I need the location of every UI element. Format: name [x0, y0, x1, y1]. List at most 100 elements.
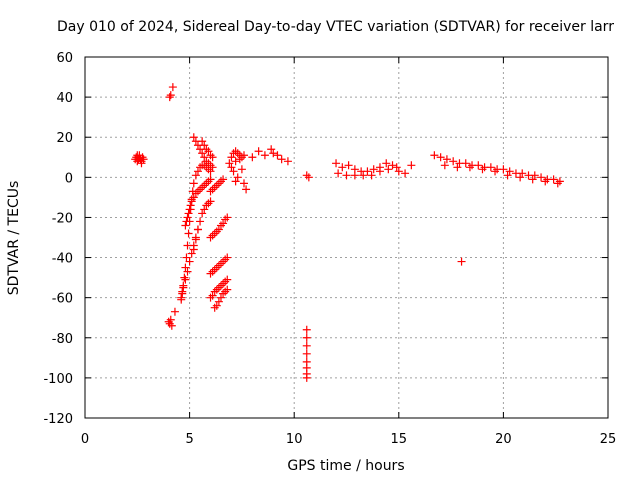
- data-point: [407, 161, 416, 170]
- x-tick-label: 15: [391, 432, 408, 447]
- data-point: [210, 229, 219, 238]
- data-point: [223, 275, 232, 284]
- data-point: [180, 273, 189, 282]
- data-point: [210, 265, 219, 274]
- data-point: [214, 283, 223, 292]
- series-inner-arc: [181, 175, 215, 230]
- data-point: [338, 163, 347, 172]
- data-point: [221, 287, 230, 296]
- data-point: [137, 159, 146, 168]
- series-seg-6.3h-47: [206, 253, 232, 278]
- data-point: [202, 145, 211, 154]
- data-point: [177, 293, 186, 302]
- data-point: [179, 283, 188, 292]
- y-tick-label: 20: [56, 131, 73, 146]
- data-point: [363, 167, 372, 176]
- data-point: [206, 151, 215, 160]
- data-point: [212, 181, 221, 190]
- data-point: [237, 153, 246, 162]
- data-point: [181, 275, 190, 284]
- data-point: [499, 165, 508, 174]
- data-point: [223, 285, 232, 294]
- data-point: [516, 173, 525, 182]
- x-tick-label: 20: [495, 432, 512, 447]
- data-point: [170, 307, 179, 316]
- data-point: [440, 161, 449, 170]
- data-point: [189, 179, 198, 188]
- data-point: [193, 225, 202, 234]
- data-point: [196, 217, 205, 226]
- data-point: [206, 293, 215, 302]
- series-cluster-7h: [225, 147, 251, 194]
- data-point: [267, 145, 276, 154]
- data-point: [182, 217, 191, 226]
- data-point: [187, 249, 196, 258]
- data-point: [223, 213, 232, 222]
- data-point: [189, 193, 198, 202]
- data-point: [518, 169, 527, 178]
- data-points: [131, 83, 564, 382]
- data-point: [184, 229, 193, 238]
- data-point: [332, 159, 341, 168]
- data-point: [359, 171, 368, 180]
- data-point: [202, 157, 211, 166]
- data-point: [212, 227, 221, 236]
- data-point: [254, 147, 263, 156]
- series-cluster-8h: [248, 145, 292, 166]
- axis-ticks: 0 5 10 15 20 25 -120 -100 -80 -60 -40 -20 0 20 40 60: [43, 51, 616, 447]
- data-point: [227, 163, 236, 172]
- data-point: [219, 175, 228, 184]
- series-vertical-10.6h: [302, 325, 311, 382]
- data-point: [214, 179, 223, 188]
- data-point: [219, 257, 228, 266]
- y-tick-label: 60: [56, 51, 73, 66]
- data-point: [202, 201, 211, 210]
- data-point: [204, 199, 213, 208]
- data-point: [221, 255, 230, 264]
- data-point: [465, 163, 474, 172]
- data-point: [237, 165, 246, 174]
- data-point: [369, 165, 378, 174]
- series-lower-arc: [177, 225, 202, 302]
- data-point: [212, 263, 221, 272]
- series-seg-6.4h-65: [210, 285, 232, 312]
- series-outliers-4h: [164, 83, 179, 330]
- data-point: [208, 267, 217, 276]
- data-point: [302, 349, 311, 358]
- data-point: [216, 177, 225, 186]
- x-tick-label: 5: [185, 432, 193, 447]
- data-point: [260, 151, 269, 160]
- y-tick-label: -20: [52, 211, 73, 226]
- data-point: [193, 167, 202, 176]
- data-point: [219, 219, 228, 228]
- data-point: [183, 213, 192, 222]
- data-point: [210, 303, 219, 312]
- data-point: [269, 149, 278, 158]
- data-point: [242, 185, 251, 194]
- data-point: [212, 285, 221, 294]
- series-outlier-18h: [457, 257, 466, 266]
- data-point: [200, 153, 209, 162]
- data-point: [302, 325, 311, 334]
- data-point: [553, 179, 562, 188]
- data-point: [231, 177, 240, 186]
- data-point: [178, 287, 187, 296]
- data-point: [239, 179, 248, 188]
- data-point: [219, 279, 228, 288]
- data-point: [442, 155, 451, 164]
- data-point: [221, 215, 230, 224]
- data-point: [208, 231, 217, 240]
- data-point: [461, 159, 470, 168]
- y-axis-label: SDTVAR / TECUs: [6, 181, 22, 296]
- data-point: [216, 221, 225, 230]
- data-point: [208, 163, 217, 172]
- data-point: [198, 209, 207, 218]
- x-axis-label: GPS time / hours: [287, 458, 404, 474]
- data-point: [135, 151, 144, 160]
- data-point: [248, 153, 257, 162]
- data-point: [273, 151, 282, 160]
- data-point: [189, 133, 198, 142]
- chart-title: Day 010 of 2024, Sidereal Day-to-day VTE…: [57, 19, 614, 35]
- data-point: [334, 169, 343, 178]
- data-point: [202, 179, 211, 188]
